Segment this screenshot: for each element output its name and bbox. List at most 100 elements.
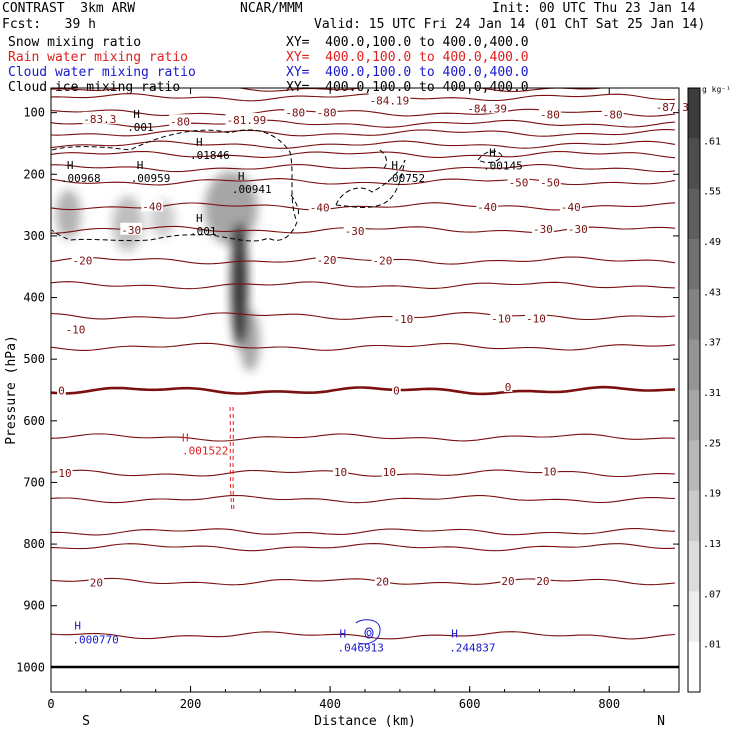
rain-max-value: .001522 — [182, 444, 228, 457]
temperature-label: 0 — [393, 385, 400, 398]
label-backdrop — [64, 322, 87, 335]
legend-rain: Rain water mixing ratio — [8, 50, 189, 65]
temperature-label: -83.3 — [83, 113, 116, 126]
label-backdrop — [539, 175, 561, 188]
label-backdrop — [559, 199, 582, 212]
temperature-label: -10 — [65, 324, 85, 337]
label-backdrop — [490, 311, 512, 324]
temperature-contour-line — [51, 129, 676, 137]
temperature-label: 0 — [58, 385, 65, 398]
label-backdrop — [503, 379, 513, 392]
label-backdrop — [308, 200, 331, 213]
init-time: Init: 00 UTC Thu 23 Jan 14 — [492, 1, 696, 16]
temperature-label: 20 — [376, 576, 389, 589]
colorbar-label: .25 — [703, 438, 721, 449]
contour-labels: -83.3 -80 -81.99 -80 -80 -84.19 -84.39 -80 -80 -8… — [57, 93, 697, 654]
label-backdrop — [315, 252, 338, 265]
label-backdrop — [381, 464, 398, 477]
colorbar-segment — [688, 188, 700, 240]
label-backdrop — [368, 93, 411, 106]
label-backdrop — [542, 464, 558, 477]
temperature-contour-line — [51, 528, 676, 536]
temperature-contour-line — [51, 577, 676, 586]
axes: 0 200 400 600 800100200300400500600700800900… — [4, 88, 680, 729]
y-tick-label: 500 — [23, 352, 45, 366]
temperature-contour-line — [51, 469, 676, 478]
y-tick-label: 900 — [23, 599, 45, 613]
snow-max-marker: H — [391, 159, 398, 172]
snow-shade-blob — [240, 309, 260, 372]
cloud-water-max-value: .244837 — [449, 641, 495, 654]
label-backdrop — [82, 111, 118, 124]
snow-max-value: .001 — [127, 121, 154, 134]
temperature-contour-line — [51, 150, 676, 159]
colorbar-label: .37 — [703, 338, 721, 349]
label-backdrop — [71, 253, 94, 266]
temperature-label: 10 — [58, 467, 71, 480]
y-tick-label: 400 — [23, 291, 45, 305]
colorbar-frame — [687, 87, 701, 693]
forecast-hour: Fcst: 39 h — [2, 17, 96, 32]
label-backdrop — [392, 312, 415, 325]
colorbar-label: .43 — [703, 287, 721, 298]
label-backdrop — [225, 113, 268, 126]
temperature-label: -10 — [526, 313, 546, 326]
institution-label: NCAR/MMM — [240, 1, 303, 16]
model-title: CONTRAST 3km ARW — [2, 1, 136, 16]
label-backdrop — [601, 107, 624, 120]
south-label: S — [82, 714, 90, 729]
temperature-label: -80 — [540, 109, 560, 122]
label-backdrop — [57, 383, 66, 396]
temperature-label: 20 — [501, 575, 514, 588]
snow-max-value: .00752 — [385, 172, 425, 185]
label-backdrop — [57, 466, 73, 479]
rain-contour — [229, 406, 235, 513]
y-tick-label: 300 — [23, 229, 45, 243]
colorbar-label: .01 — [703, 640, 721, 651]
temperature-label: 10 — [334, 466, 347, 479]
temperature-contour-line — [51, 178, 676, 186]
temperature-label: -20 — [317, 254, 337, 267]
temperature-label: -80 — [285, 107, 305, 120]
colorbar-segment — [688, 239, 700, 290]
x-tick-label: 800 — [598, 697, 620, 711]
colorbar-segment — [688, 490, 700, 542]
temperature-label: -30 — [533, 223, 553, 236]
snow-max-marker: H — [196, 136, 203, 149]
temperature-label: -81.99 — [227, 114, 267, 127]
snow-max-marker: H — [67, 159, 74, 172]
label-backdrop — [392, 383, 401, 396]
temperature-contour-line — [51, 385, 676, 396]
temperature-label: -40 — [142, 200, 162, 213]
temperature-contour-line — [51, 342, 676, 351]
snow-shade-blob — [55, 189, 82, 239]
cloud-water-contour — [355, 619, 381, 645]
temperature-label: -20 — [72, 255, 92, 268]
temperature-contour-line — [51, 256, 676, 265]
y-tick-label: 100 — [23, 106, 45, 120]
temperature-label: -40 — [561, 201, 581, 214]
cloud-water-max-marker: H — [451, 627, 458, 640]
label-backdrop — [371, 253, 394, 266]
temperature-label: 0 — [505, 381, 512, 394]
colorbar-segment — [688, 390, 700, 441]
colorbar-label: .55 — [703, 187, 721, 198]
colorbar-segment — [688, 591, 700, 643]
y-axis-label: Pressure (hPa) — [4, 335, 19, 445]
cloud-water-max-marker: H — [340, 627, 347, 640]
temperature-contour-line — [51, 93, 676, 102]
temperature-contour-line — [51, 108, 676, 117]
label-backdrop — [169, 114, 191, 127]
snow-max-marker: H — [238, 170, 245, 183]
temperature-label: -40 — [310, 202, 330, 215]
snow-shade-blob — [231, 223, 248, 347]
legend-cloud-water-xy: XY= 400.0,100.0 to 400.0,400.0 — [286, 65, 529, 80]
legend-rain-xy: XY= 400.0,100.0 to 400.0,400.0 — [286, 50, 529, 65]
legend-snow: Snow mixing ratio — [8, 35, 142, 50]
label-backdrop — [535, 574, 551, 587]
label-backdrop — [141, 199, 164, 212]
temperature-label: -50 — [509, 176, 529, 189]
x-tick-label: 200 — [180, 697, 202, 711]
temperature-contour-line — [51, 631, 676, 640]
